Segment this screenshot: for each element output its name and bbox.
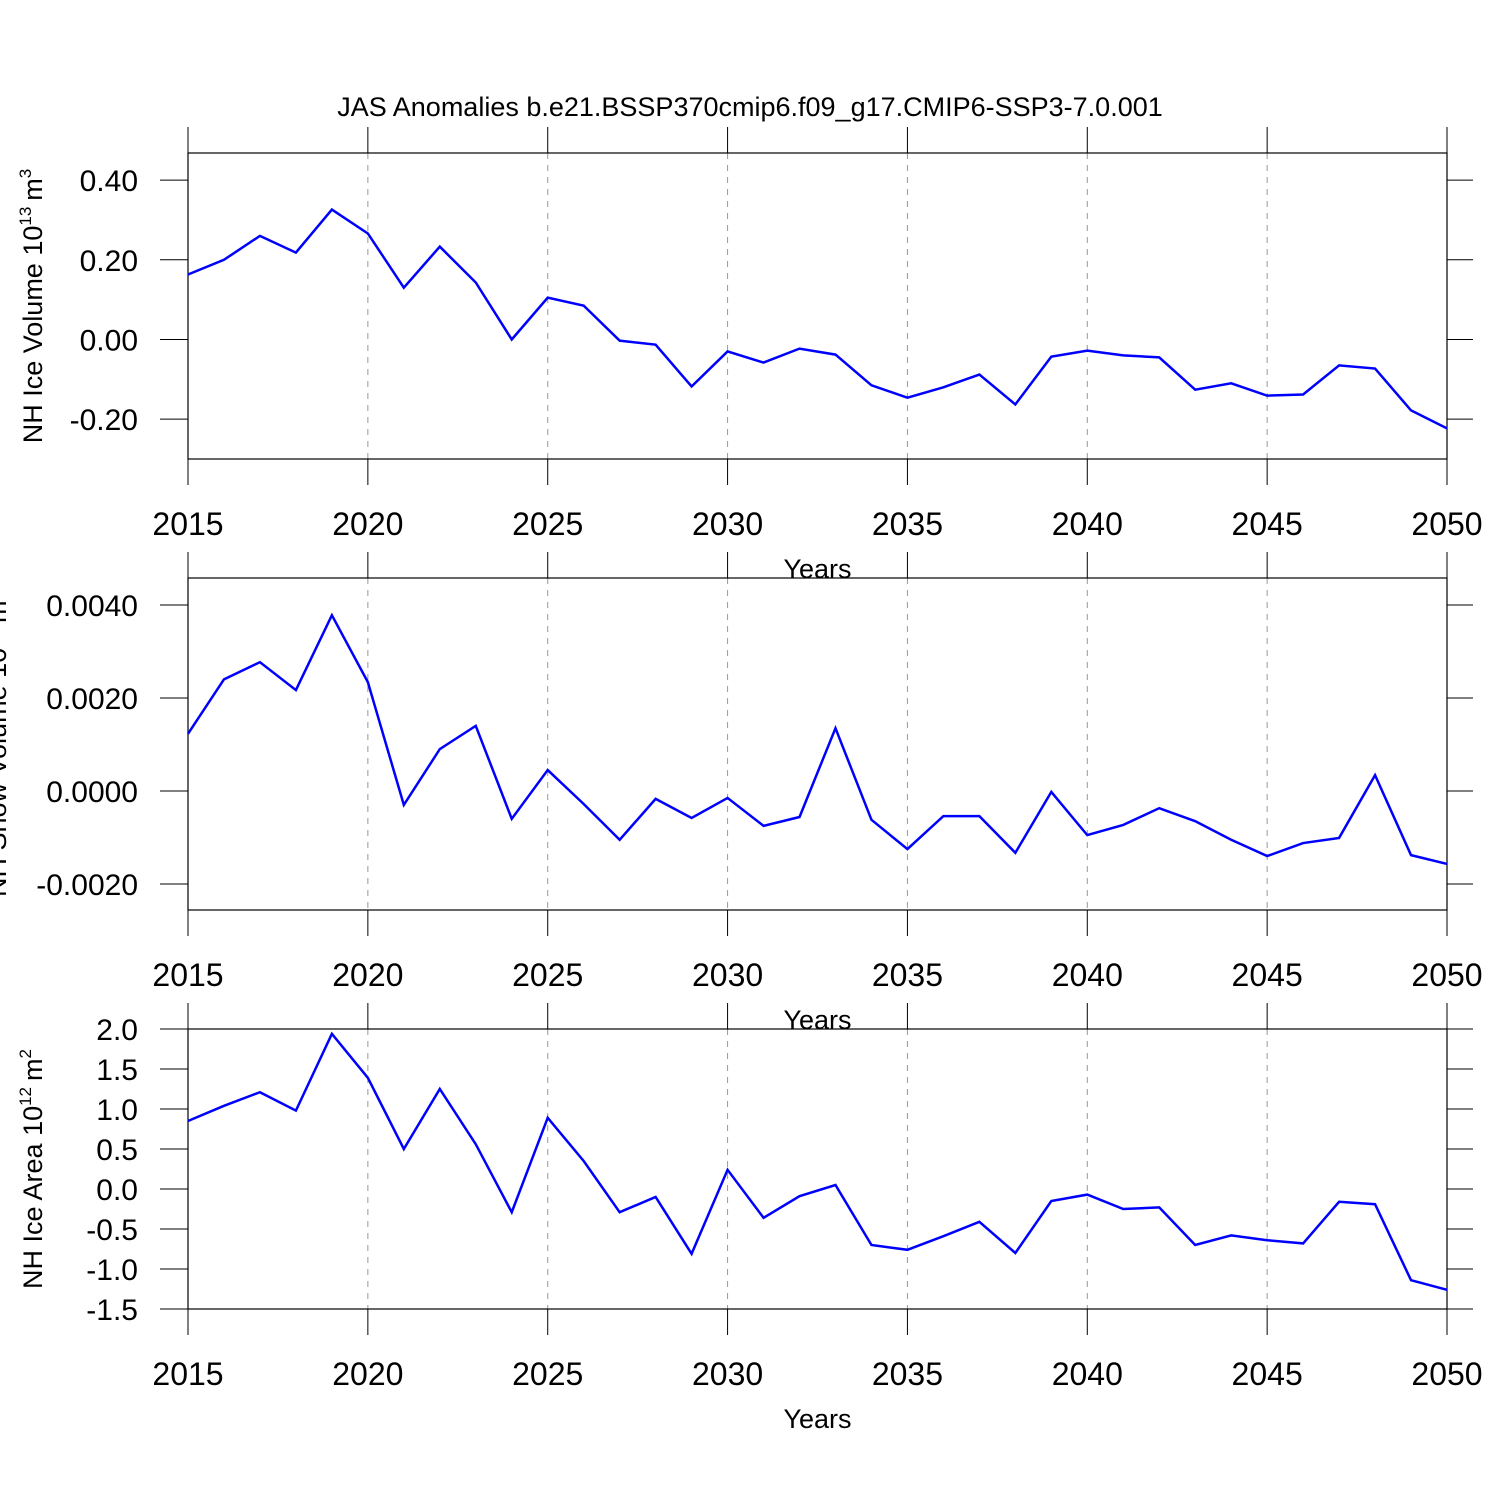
x-tick-label: 2030 (692, 506, 763, 542)
x-tick-label: 2020 (332, 506, 403, 542)
data-line (187, 207, 1448, 430)
y-axis-title-exp: 12 (16, 1087, 35, 1106)
x-tick-label: 2035 (872, 1356, 943, 1392)
chart-title: JAS Anomalies b.e21.BSSP370cmip6.f09_g17… (337, 92, 1163, 122)
x-tick-label: 2045 (1232, 1356, 1303, 1392)
y-tick-label: -0.0020 (36, 869, 138, 902)
x-tick-label: 2040 (1052, 506, 1123, 542)
y-axis-title: NH Ice Volume 1013 m3 (16, 169, 48, 444)
y-tick-label: 0.20 (80, 245, 138, 278)
y-axis-title-text: NH Snow Volume 10 (0, 648, 12, 897)
y-axis-title-unit-exp: 3 (16, 169, 35, 178)
y-axis-title-text: NH Ice Volume 10 (18, 226, 48, 444)
x-tick-label: 2025 (512, 957, 583, 993)
x-axis-title: Years (783, 1005, 851, 1035)
y-axis-title-text: NH Ice Area 10 (18, 1106, 48, 1289)
x-tick-label: 2020 (332, 957, 403, 993)
y-tick-label: 0.0000 (46, 776, 138, 809)
y-axis-title: NH Ice Area 1012 m2 (16, 1049, 48, 1289)
x-tick-label: 2050 (1411, 1356, 1482, 1392)
y-axis-title-unit: m (0, 600, 12, 623)
y-tick-label: -1.5 (86, 1294, 138, 1327)
x-tick-label: 2050 (1411, 506, 1482, 542)
x-tick-label: 2045 (1232, 506, 1303, 542)
x-axis-title: Years (783, 1404, 851, 1434)
x-tick-label: 2025 (512, 1356, 583, 1392)
y-tick-label: 0.0 (96, 1174, 138, 1207)
data-line (187, 1031, 1448, 1292)
x-tick-label: 2035 (872, 957, 943, 993)
y-axis-title: NH Snow Volume 1013m3 (0, 591, 12, 897)
plot-frame (187, 577, 1448, 911)
x-tick-label: 2045 (1232, 957, 1303, 993)
plot-frame (187, 152, 1448, 460)
y-axis-title-exp: 13 (16, 207, 35, 226)
y-tick-label: -0.20 (70, 404, 138, 437)
x-tick-label: 2025 (512, 506, 583, 542)
plot-frame (187, 1028, 1448, 1310)
x-tick-label: 2015 (152, 506, 223, 542)
x-tick-label: 2040 (1052, 1356, 1123, 1392)
x-tick-label: 2030 (692, 1356, 763, 1392)
y-tick-label: 0.00 (80, 324, 138, 357)
x-tick-label: 2015 (152, 1356, 223, 1392)
y-axis-title-unit: m (18, 178, 48, 201)
x-tick-label: 2030 (692, 957, 763, 993)
y-tick-label: 0.0040 (46, 590, 138, 623)
y-tick-label: 0.40 (80, 165, 138, 198)
x-tick-label: 2015 (152, 957, 223, 993)
y-tick-label: 0.0020 (46, 683, 138, 716)
y-tick-label: -1.0 (86, 1254, 138, 1287)
y-tick-label: 2.0 (96, 1014, 138, 1047)
y-tick-label: 1.5 (96, 1054, 138, 1087)
y-tick-label: 0.5 (96, 1134, 138, 1167)
y-axis-title-unit: m (18, 1058, 48, 1081)
x-tick-label: 2040 (1052, 957, 1123, 993)
x-tick-label: 2020 (332, 1356, 403, 1392)
y-tick-label: -0.5 (86, 1214, 138, 1247)
x-axis-title: Years (783, 554, 851, 584)
y-axis-title-unit-exp: 2 (16, 1049, 35, 1058)
data-line (186, 612, 1448, 866)
x-tick-label: 2050 (1411, 957, 1482, 993)
y-tick-label: 1.0 (96, 1094, 138, 1127)
x-tick-label: 2035 (872, 506, 943, 542)
